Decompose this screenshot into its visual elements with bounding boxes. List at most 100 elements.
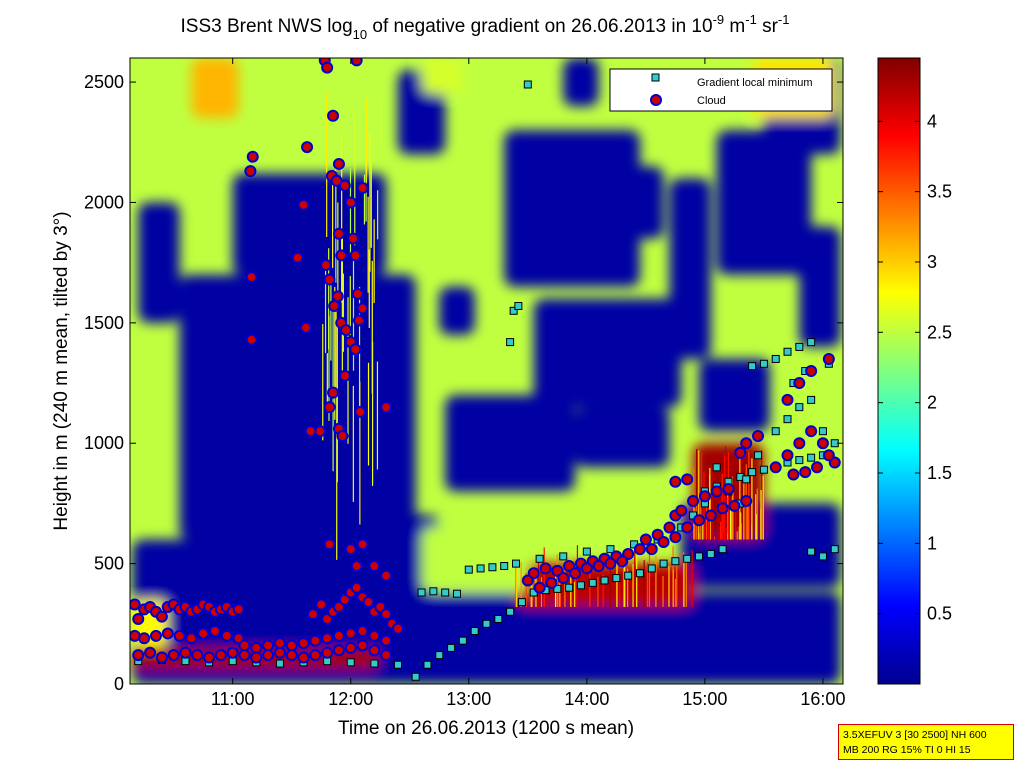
info-line-1: 3.5XEFUV 3 [30 2500] NH 600 [843, 729, 987, 741]
legend-label-minimum: Gradient local minimum [697, 77, 813, 89]
minimum-marker [482, 619, 491, 628]
cloud-marker [350, 560, 363, 573]
cloud-marker [380, 634, 393, 647]
minimum-marker [783, 347, 792, 356]
minimum-marker [509, 306, 518, 315]
cloud-marker [616, 555, 629, 568]
heatmap-region-24 [421, 527, 528, 593]
cloud-marker [246, 150, 259, 163]
minimum-marker [588, 578, 597, 587]
cloud-marker [285, 639, 298, 652]
info-line-2: MB 200 RG 15% TI 0 HI 15 [843, 744, 971, 756]
y-tick-label: 500 [94, 554, 124, 574]
cloud-marker [144, 646, 157, 659]
minimum-marker [452, 589, 461, 598]
x-tick-label: 13:00 [446, 689, 491, 709]
cloud-marker [323, 401, 336, 414]
cloud-marker [645, 543, 658, 556]
minimum-marker [712, 463, 721, 472]
minimum-marker [512, 559, 521, 568]
cloud-marker [356, 182, 369, 195]
cloud-marker [285, 649, 298, 662]
cloud-marker [344, 543, 357, 556]
minimum-marker [582, 547, 591, 556]
minimum-marker [441, 588, 450, 597]
cloud-marker [728, 499, 741, 512]
x-tick-label: 14:00 [564, 689, 609, 709]
cloud-marker [179, 646, 192, 659]
heatmap-region-19 [439, 286, 475, 335]
cloud-marker [319, 259, 332, 272]
minimum-marker [742, 475, 751, 484]
cloud-marker [332, 157, 345, 170]
minimum-marker [535, 554, 544, 563]
legend: Gradient local minimum Cloud [609, 68, 833, 112]
colorbar-tick-label: 2.5 [927, 322, 952, 342]
minimum-marker [706, 549, 715, 558]
cloud-marker [669, 531, 682, 544]
cloud-marker [132, 612, 145, 625]
cloud-marker [354, 405, 367, 418]
y-tick-label: 1500 [84, 313, 124, 333]
y-tick-label: 0 [114, 674, 124, 694]
cloud-marker [155, 610, 168, 623]
cloud-marker [191, 649, 204, 662]
cloud-marker [301, 141, 314, 154]
cloud-marker [328, 299, 341, 312]
heatmap-region-1 [179, 274, 416, 540]
cloud-marker [273, 646, 286, 659]
minimum-marker [506, 338, 515, 347]
heatmap-region-13 [716, 130, 812, 275]
cloud-marker [356, 302, 369, 315]
minimum-marker [807, 338, 816, 347]
y-axis-label: Height in m (240 m mean, tilted by 3°) [51, 211, 72, 530]
minimum-marker [759, 359, 768, 368]
cloud-marker [291, 251, 304, 264]
minimum-marker [647, 564, 656, 573]
cloud-marker [740, 495, 753, 508]
cloud-marker [297, 637, 310, 650]
cloud-marker [639, 533, 652, 546]
minimum-marker [600, 576, 609, 585]
heatmap-region-7 [575, 407, 670, 468]
cloud-marker [250, 641, 263, 654]
minimum-marker [553, 584, 562, 593]
cloud-marker [138, 632, 151, 645]
info-box: 3.5XEFUV 3 [30 2500] NH 600 MB 200 RG 15… [838, 724, 1014, 760]
cloud-marker [306, 608, 319, 621]
cloud-marker [208, 625, 221, 638]
cloud-marker [203, 651, 216, 664]
minimum-marker [458, 636, 467, 645]
minimum-marker [659, 559, 668, 568]
cloud-marker [545, 576, 558, 589]
cloud-marker [238, 649, 251, 662]
cloud-marker [368, 629, 381, 642]
cloud-marker [769, 461, 782, 474]
cloud-marker [149, 629, 162, 642]
minimum-marker [606, 545, 615, 554]
cloud-marker [380, 401, 393, 414]
minimum-marker [517, 598, 526, 607]
minimum-marker [748, 468, 757, 477]
minimum-marker [624, 571, 633, 580]
minimum-marker [830, 545, 839, 554]
heatmap-region-8 [462, 592, 841, 684]
minimum-marker [565, 583, 574, 592]
cloud-marker [321, 646, 334, 659]
minimum-marker [559, 552, 568, 561]
minimum-marker [694, 552, 703, 561]
cloud-marker [309, 649, 322, 662]
cloud-marker [722, 482, 735, 495]
minimum-marker [429, 587, 438, 596]
heatmap [130, 58, 843, 684]
minimum-marker [748, 362, 757, 371]
minimum-marker [411, 672, 420, 681]
cloud-marker [347, 232, 360, 245]
cloud-marker [356, 625, 369, 638]
cloud-marker [297, 651, 310, 664]
cloud-marker [185, 632, 198, 645]
cloud-marker [299, 321, 312, 334]
cloud-marker [681, 521, 694, 534]
x-axis-label: Time on 26.06.2013 (1200 s mean) [338, 718, 634, 739]
legend-marker-minimum [651, 73, 660, 82]
